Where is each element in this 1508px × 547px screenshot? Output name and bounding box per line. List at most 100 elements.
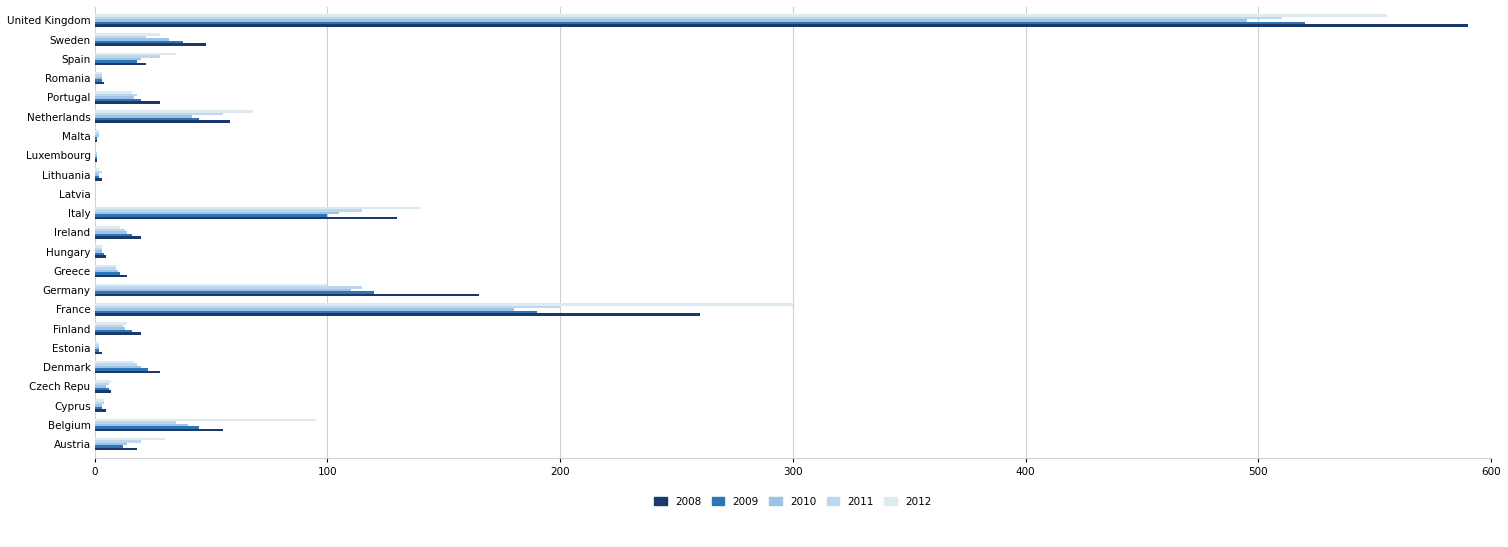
Bar [95, 344, 100, 347]
Bar [95, 152, 97, 154]
Bar [95, 118, 199, 120]
Bar [95, 132, 100, 135]
Bar [95, 272, 121, 275]
Bar [95, 14, 1386, 16]
Bar [95, 231, 127, 234]
Bar [95, 60, 137, 63]
Bar [95, 284, 327, 286]
Bar [95, 96, 134, 98]
Bar [95, 404, 101, 407]
Bar [95, 410, 107, 412]
Bar [95, 388, 109, 390]
Bar [95, 110, 253, 113]
Bar [95, 98, 142, 101]
Bar [95, 36, 146, 38]
Bar [95, 275, 127, 277]
Bar [95, 402, 104, 404]
Bar [95, 294, 478, 296]
Bar [95, 24, 1467, 27]
Bar [95, 390, 112, 393]
Bar [95, 255, 107, 258]
Bar [95, 74, 101, 77]
Bar [95, 265, 116, 267]
Bar [95, 113, 223, 115]
Bar [95, 53, 176, 55]
Bar [95, 421, 176, 424]
Bar [95, 137, 97, 140]
Bar [95, 156, 97, 159]
Bar [95, 352, 101, 354]
Bar [95, 325, 122, 327]
Bar [95, 212, 339, 214]
Bar [95, 22, 1304, 24]
Bar [95, 168, 100, 171]
Bar [95, 347, 100, 349]
Bar [95, 270, 118, 272]
Bar [95, 286, 362, 289]
Bar [95, 448, 137, 451]
Bar [95, 399, 104, 402]
Bar [95, 41, 182, 43]
Bar [95, 445, 122, 448]
Bar [95, 91, 133, 94]
Bar [95, 171, 101, 173]
Bar [95, 130, 100, 132]
Bar [95, 429, 223, 431]
Bar [95, 101, 160, 104]
Bar [95, 43, 207, 46]
Bar [95, 361, 134, 363]
Bar [95, 226, 121, 229]
Bar [95, 245, 101, 248]
Bar [95, 72, 101, 74]
Bar [95, 217, 397, 219]
Bar [95, 214, 327, 217]
Bar [95, 207, 421, 210]
Bar [95, 251, 101, 253]
Bar [95, 424, 188, 426]
Bar [95, 248, 101, 251]
Bar [95, 229, 125, 231]
Bar [95, 63, 146, 65]
Bar [95, 418, 315, 421]
Bar [95, 176, 100, 178]
Bar [95, 19, 1247, 22]
Bar [95, 311, 537, 313]
Bar [95, 333, 142, 335]
Legend: 2008, 2009, 2010, 2011, 2012: 2008, 2009, 2010, 2011, 2012 [650, 493, 936, 511]
Bar [95, 210, 362, 212]
Bar [95, 16, 1282, 19]
Bar [95, 366, 142, 369]
Bar [95, 140, 97, 142]
Bar [95, 236, 142, 238]
Bar [95, 308, 514, 311]
Bar [95, 234, 133, 236]
Bar [95, 38, 169, 41]
Bar [95, 440, 142, 443]
Bar [95, 438, 164, 440]
Bar [95, 178, 101, 181]
Bar [95, 120, 229, 123]
Bar [95, 330, 133, 333]
Bar [95, 385, 107, 388]
Bar [95, 363, 137, 366]
Bar [95, 322, 127, 325]
Bar [95, 407, 101, 410]
Bar [95, 33, 160, 36]
Bar [95, 369, 148, 371]
Bar [95, 426, 199, 429]
Bar [95, 443, 127, 445]
Bar [95, 303, 793, 306]
Bar [95, 267, 116, 270]
Bar [95, 55, 160, 57]
Bar [95, 313, 700, 316]
Bar [95, 371, 160, 374]
Bar [95, 342, 100, 344]
Bar [95, 135, 100, 137]
Bar [95, 383, 109, 385]
Bar [95, 77, 101, 79]
Bar [95, 380, 112, 383]
Bar [95, 159, 97, 161]
Bar [95, 57, 142, 60]
Bar [95, 79, 101, 82]
Bar [95, 115, 193, 118]
